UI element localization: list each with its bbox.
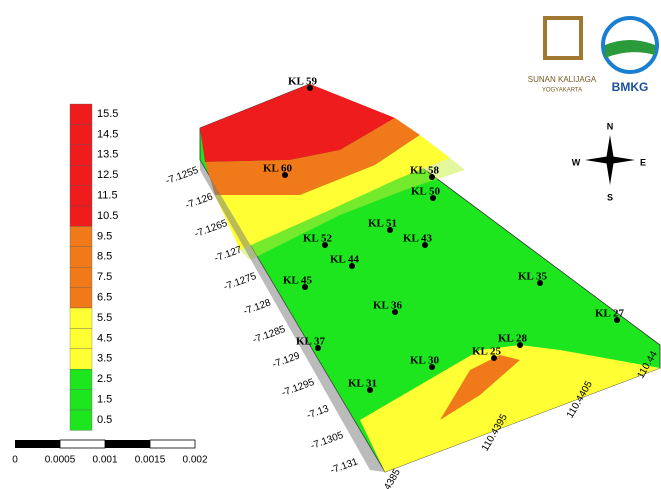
scale-label: 0.0015 — [135, 455, 166, 466]
legend-label: 2.5 — [97, 373, 112, 385]
legend-swatch — [70, 349, 92, 369]
latitude-label: -7.126 — [184, 191, 215, 211]
legend-swatch — [70, 328, 92, 348]
point-label: KL 45 — [283, 275, 313, 287]
latitude-label: -7.1285 — [251, 324, 287, 346]
point-label: KL 50 — [411, 186, 441, 198]
point-label: KL 59 — [288, 76, 318, 88]
compass-e: E — [640, 157, 646, 167]
legend-swatch — [70, 267, 92, 287]
legend-label: 6.5 — [97, 292, 112, 304]
scale-label: 0.0005 — [45, 455, 76, 466]
legend-swatch — [70, 390, 92, 410]
legend-swatch — [70, 186, 92, 206]
latitude-label: -7.13 — [305, 403, 331, 421]
legend-label: 9.5 — [97, 230, 112, 242]
compass-w: W — [572, 157, 581, 167]
latitude-label: -7.1265 — [193, 218, 229, 240]
legend-swatch — [70, 145, 92, 165]
point-label: KL 43 — [403, 233, 433, 245]
legend: 15.5 14.5 13.5 12.5 11.5 10.5 9.5 8.5 7.5 6.5 5.5 4… — [70, 104, 118, 430]
latitude-label: -7.1305 — [309, 430, 345, 452]
legend-swatch — [70, 104, 92, 124]
point-label: KL 51 — [368, 218, 397, 230]
legend-swatch — [70, 206, 92, 226]
legend-label: 11.5 — [97, 190, 118, 202]
logo-text: SUNAN KALIJAGA — [528, 75, 597, 84]
scale-label: 0.001 — [92, 455, 117, 466]
scale-labels: 0 0.0005 0.001 0.0015 0.002 — [12, 455, 208, 466]
legend-swatch — [70, 288, 92, 308]
legend-swatch — [70, 410, 92, 430]
legend-label: 4.5 — [97, 332, 112, 344]
scale-label: 0 — [12, 455, 18, 466]
legend-swatch — [70, 369, 92, 389]
scale-bar — [15, 440, 195, 448]
latitude-label: -7.1275 — [222, 271, 258, 293]
logo-university: SUNAN KALIJAGA YOGYAKARTA — [528, 18, 597, 94]
point-label: KL 25 — [472, 346, 502, 358]
latitude-label: -7.128 — [242, 297, 273, 317]
legend-label: 7.5 — [97, 271, 112, 283]
point-label: KL 27 — [595, 308, 625, 320]
logo-text: BMKG — [612, 80, 649, 94]
terrain — [200, 84, 660, 472]
latitude-label: -7.1255 — [164, 165, 200, 187]
compass-n: N — [607, 121, 614, 131]
scale-label: 0.002 — [182, 455, 207, 466]
latitude-label: -7.127 — [213, 244, 244, 264]
map: 15.5 14.5 13.5 12.5 11.5 10.5 9.5 8.5 7.5 6.5 5.5 4… — [0, 0, 661, 489]
legend-label: 5.5 — [97, 312, 112, 324]
point-label: KL 36 — [373, 300, 403, 312]
legend-label: 3.5 — [97, 353, 112, 365]
compass-s: S — [607, 192, 613, 202]
latitude-label: -7.131 — [329, 456, 360, 476]
legend-label: 15.5 — [97, 108, 118, 120]
legend-label: 13.5 — [97, 149, 118, 161]
logo-agency: BMKG — [603, 18, 657, 94]
compass: N E S W — [572, 121, 646, 202]
legend-label: 14.5 — [97, 128, 118, 140]
legend-label: 0.5 — [97, 414, 112, 426]
point-label: KL 37 — [296, 336, 326, 348]
legend-swatch — [70, 124, 92, 144]
point-label: KL 31 — [348, 378, 377, 390]
latitude-label: -7.129 — [271, 350, 302, 370]
point-label: KL 30 — [410, 355, 440, 367]
legend-label: 10.5 — [97, 210, 118, 222]
legend-swatch — [70, 308, 92, 328]
point-label: KL 35 — [518, 271, 548, 283]
legend-label: 8.5 — [97, 251, 112, 263]
legend-swatch — [70, 165, 92, 185]
legend-label: 12.5 — [97, 169, 118, 181]
point-label: KL 44 — [330, 254, 360, 266]
legend-swatch — [70, 226, 92, 246]
point-label: KL 58 — [410, 165, 440, 177]
point-label: KL 60 — [263, 163, 293, 175]
latitude-label: -7.1295 — [280, 377, 316, 399]
point-label: KL 52 — [303, 233, 333, 245]
point-label: KL 28 — [498, 333, 528, 345]
legend-label: 1.5 — [97, 394, 112, 406]
logo-text: YOGYAKARTA — [542, 88, 582, 94]
legend-swatch — [70, 247, 92, 267]
